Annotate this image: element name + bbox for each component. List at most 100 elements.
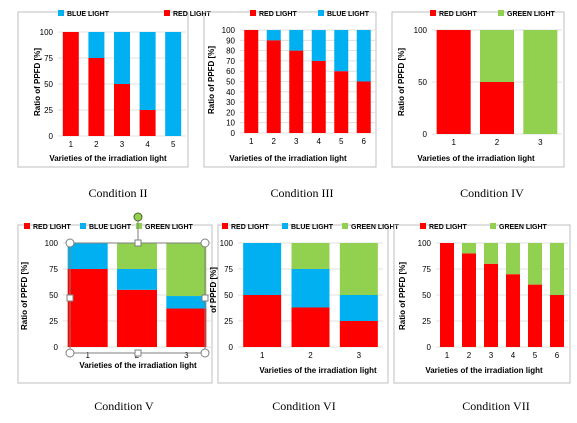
resize-handle-left[interactable] [66,294,74,302]
bar-segment-blue-2 [88,32,105,58]
bar-segment-red-5 [334,71,349,133]
y-tick-label: 70 [226,57,235,66]
y-tick-label: 0 [54,343,59,352]
legend-swatch-red [222,223,228,229]
x-tick-labels: 1 2 3 4 5 [69,140,176,149]
chart-caption: Condition III [271,186,334,200]
resize-handle-bottom-right[interactable] [200,348,210,358]
chart-condition-ii: BLUE LIGHT RED LIGHT 0 25 50 75 100 1 2 3 4 5 Rat… [17,10,211,200]
legend-label: RED LIGHT [173,11,211,18]
y-tick-labels: 0 25 50 75 100 [45,239,59,352]
bar-segment-red-2 [291,307,330,347]
x-tick-labels: 1 2 3 4 5 6 [445,351,560,360]
legend-swatch-blue [282,223,288,229]
resize-handle-right[interactable] [201,294,209,302]
y-tick-label: 50 [418,78,427,87]
y-tick-label: 20 [226,108,235,117]
y-tick-label: 90 [226,36,235,45]
bar-segment-red-4 [311,60,326,133]
bar-segment-green-6 [550,243,564,295]
x-tick-label: 4 [511,351,516,360]
legend-label: RED LIGHT [33,224,71,231]
legend-swatch-red [24,223,30,229]
bar-segment-red-2 [117,289,157,347]
y-tick-label: 25 [422,317,431,326]
chart-caption: Condition V [94,399,154,413]
legend-label: RED LIGHT [439,11,477,18]
x-tick-label: 1 [445,351,450,360]
bar-segment-blue-6 [356,30,371,82]
chart-condition-v: RED LIGHT BLUE LIGHT GREEN LIGHT 0 25 50 75 10… [17,223,213,413]
y-tick-label: 25 [49,317,58,326]
resize-handle-top-right[interactable] [200,238,210,248]
x-tick-label: 4 [317,137,322,146]
bar-segment-red-1 [67,269,108,347]
chart-caption: Condition II [89,186,148,200]
rotate-handle[interactable] [133,212,143,222]
bar-segment-blue-2 [117,269,157,290]
y-tick-label: 30 [226,98,235,107]
selection-handles[interactable] [65,212,210,358]
x-axis-title: Varieties of the irradiation light [425,366,543,375]
bar-segment-blue-1 [243,243,282,295]
chart-frame [17,11,189,168]
resize-handle-top-left[interactable] [65,238,75,248]
x-tick-label: 3 [489,351,494,360]
bar-segment-blue-2 [291,269,330,308]
y-tick-label: 100 [40,28,54,37]
y-tick-labels: 0 50 100 [414,26,428,139]
x-axis-title: Varieties of the irradiation light [79,361,197,370]
gridlines [240,29,375,134]
bar-segment-blue-3 [339,295,378,321]
x-tick-label: 6 [555,351,560,360]
resize-handle-bottom[interactable] [134,349,142,357]
y-tick-label: 100 [414,26,428,35]
legend: RED LIGHT GREEN LIGHT [420,223,548,231]
bar-segment-red-1 [440,243,454,347]
bars [244,30,371,133]
bar-segment-green-5 [528,243,542,285]
y-axis-title: Ratio of PPFD [%] [20,262,29,330]
bar-segment-blue-4 [311,30,326,61]
chart-frame [17,224,213,384]
legend-label: BLUE LIGHT [67,11,110,18]
y-tick-label: 0 [229,343,234,352]
bars [67,243,207,347]
bars [436,30,558,134]
y-tick-label: 50 [49,291,58,300]
legend: BLUE LIGHT RED LIGHT [58,10,211,18]
bar-segment-red-5 [528,284,542,347]
bar-segment-red-3 [114,84,130,136]
x-tick-label: 4 [145,140,150,149]
y-tick-label: 75 [224,265,233,274]
chart-frame [391,11,565,168]
legend: RED LIGHT BLUE LIGHT GREEN LIGHT [24,223,194,231]
x-tick-label: 1 [249,137,254,146]
bars [243,243,378,347]
x-tick-label: 2 [308,351,313,360]
y-axis-title: Ratio of PPFD [%] [397,48,406,116]
x-tick-label: 1 [451,138,456,147]
chart-caption: Condition VI [272,399,335,413]
x-axis-title: Varieties of the irradiation light [417,154,535,163]
bar-segment-red-2 [462,253,476,347]
legend-label: GREEN LIGHT [499,224,548,231]
chart-caption: Condition VII [462,399,529,413]
y-tick-label: 100 [45,239,59,248]
bar-segment-green-2 [480,30,514,82]
legend-swatch-green [490,223,496,229]
y-tick-label: 100 [220,239,234,248]
bar-segment-blue-1 [67,243,108,269]
y-tick-label: 0 [49,132,54,141]
bar-segment-green-4 [506,243,520,275]
bar-segment-green-2 [117,243,157,269]
chart-condition-iii: RED LIGHT BLUE LIGHT 01020304050607080901… [203,10,377,200]
resize-handle-bottom-left[interactable] [65,348,75,358]
resize-handle-top[interactable] [134,239,142,247]
bar-segment-green-3 [523,30,558,134]
y-tick-label: 75 [49,265,58,274]
x-tick-label: 1 [69,140,74,149]
legend: RED LIGHT BLUE LIGHT [250,10,370,18]
bar-segment-red-3 [166,308,207,347]
